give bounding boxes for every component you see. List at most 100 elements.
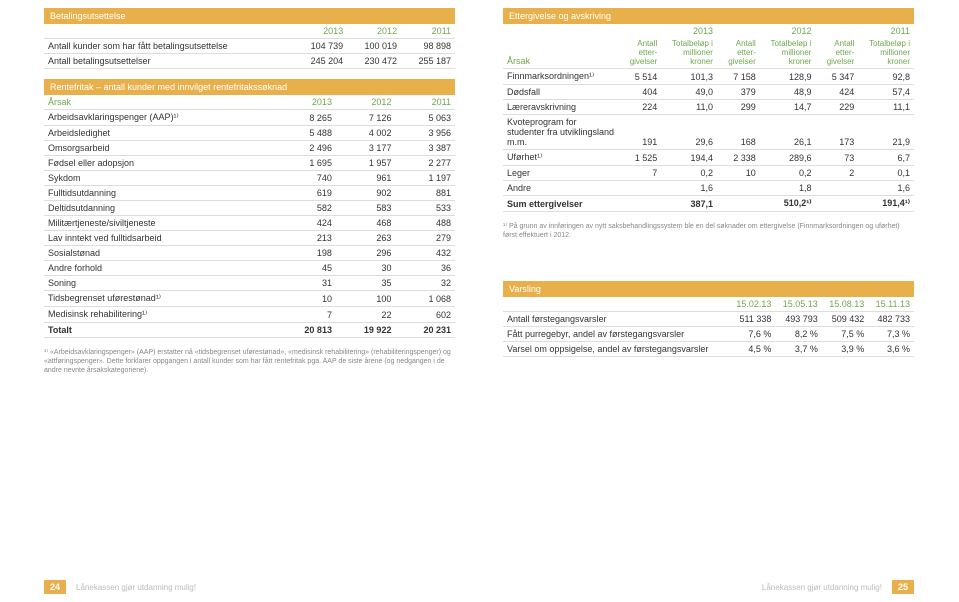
sec1-table: 2013 2012 2011 Antall kunder som har fåt… (44, 24, 455, 69)
row-value: 7,6 % (729, 326, 775, 341)
row-value: 57,4 (858, 85, 914, 100)
year-col: 2013 (293, 24, 347, 39)
row-value: 35 (336, 276, 396, 291)
sec2-footnote: ¹⁾ «Arbeidsavklaringspenger» (AAP) ersta… (44, 348, 455, 375)
row-value: 509 432 (822, 311, 868, 326)
row-label: Varsel om oppsigelse, andel av førstegan… (503, 341, 729, 356)
table-row: Dødsfall40449,037948,942457,4 (503, 85, 914, 100)
row-value: 26,1 (760, 115, 816, 150)
row-value: 1 068 (395, 291, 455, 307)
row-value: 740 (276, 171, 336, 186)
row-value: 128,9 (760, 69, 816, 85)
row-value: 289,6 (760, 150, 816, 166)
row-value: 92,8 (858, 69, 914, 85)
row-value: 511 338 (729, 311, 775, 326)
row-value: 4 002 (336, 126, 396, 141)
row-value: 3,7 % (775, 341, 821, 356)
row-label: Fått purregebyr, andel av førstegangsvar… (503, 326, 729, 341)
row-value: 299 (717, 100, 760, 115)
table-row: Militærtjeneste/siviltjeneste424468488 (44, 216, 455, 231)
table-row: Lav inntekt ved fulltidsarbeid213263279 (44, 231, 455, 246)
table-row: Tidsbegrenset uførestønad¹⁾101001 068 (44, 291, 455, 307)
row-value: 45 (276, 261, 336, 276)
row-value: 5 063 (395, 110, 455, 126)
footer-left: 24 Lånekassen gjør utdanning mulig! (44, 560, 455, 594)
row-label: Finnmarksordningen¹⁾ (503, 69, 618, 85)
sec2-table: Årsak 2013 2012 2011 Arbeidsavklaringspe… (44, 95, 455, 338)
row-label: Arbeidsledighet (44, 126, 276, 141)
table-row-total: Totalt 20 813 19 922 20 231 (44, 323, 455, 338)
row-value: 424 (276, 216, 336, 231)
row-value: 7 (276, 307, 336, 323)
row-value: 31 (276, 276, 336, 291)
table-row: Årsak Antall etter-givelser Totalbeløp i… (503, 38, 914, 69)
rsec1-table: 2013 2012 2011 Årsak Antall etter-givels… (503, 24, 914, 212)
row-value: 1 197 (395, 171, 455, 186)
row-value: 432 (395, 246, 455, 261)
row-label: Tidsbegrenset uførestønad¹⁾ (44, 291, 276, 307)
row-value: 36 (395, 261, 455, 276)
row-value: 482 733 (868, 311, 914, 326)
row-value: 11,1 (858, 100, 914, 115)
row-value: 404 (618, 85, 661, 100)
row-label: Militærtjeneste/siviltjeneste (44, 216, 276, 231)
row-value: 263 (336, 231, 396, 246)
table-row: Sykdom7409611 197 (44, 171, 455, 186)
row-label: Uførhet¹⁾ (503, 150, 618, 166)
row-label: Antall førstegangsvarsler (503, 311, 729, 326)
row-value (717, 181, 760, 196)
row-value: 279 (395, 231, 455, 246)
table-row: Årsak 2013 2012 2011 (44, 95, 455, 110)
table-row: Arbeidsavklaringspenger (AAP)¹⁾8 2657 12… (44, 110, 455, 126)
row-value: 30 (336, 261, 396, 276)
table-row-total: Sum ettergivelser 387,1 510,2¹⁾ 191,4¹⁾ (503, 196, 914, 212)
footer-slogan: Lånekassen gjør utdanning mulig! (762, 583, 882, 592)
row-label: Kvoteprogram for studenter fra utvikling… (503, 115, 618, 150)
footer-right: Lånekassen gjør utdanning mulig! 25 (503, 560, 914, 594)
row-value: 168 (717, 115, 760, 150)
right-content: Ettergivelse og avskriving 2013 2012 201… (503, 8, 914, 560)
row-value: 8,2 % (775, 326, 821, 341)
row-value: 224 (618, 100, 661, 115)
row-value: 7 126 (336, 110, 396, 126)
row-label: Andre forhold (44, 261, 276, 276)
row-label: Læreravskrivning (503, 100, 618, 115)
table-row: Antall kunder som har fått betalingsutse… (44, 39, 455, 54)
rsec2-table: 15.02.13 15.05.13 15.08.13 15.11.13 Anta… (503, 297, 914, 357)
row-label: Omsorgsarbeid (44, 141, 276, 156)
table-row: Andre1,61,81,6 (503, 181, 914, 196)
row-label: Sykdom (44, 171, 276, 186)
row-value: 2 496 (276, 141, 336, 156)
table-row: 2013 2012 2011 (44, 24, 455, 39)
row-value: 11,0 (661, 100, 717, 115)
row-value: 3,9 % (822, 341, 868, 356)
row-label: Deltidsutdanning (44, 201, 276, 216)
row-value: 468 (336, 216, 396, 231)
row-label: Leger (503, 166, 618, 181)
row-value: 191 (618, 115, 661, 150)
row-value: 1,6 (661, 181, 717, 196)
row-value: 10 (276, 291, 336, 307)
row-value: 7 158 (717, 69, 760, 85)
row-label: Fulltidsutdanning (44, 186, 276, 201)
row-label: Medisinsk rehabilitering¹⁾ (44, 307, 276, 323)
table-row: Varsel om oppsigelse, andel av førstegan… (503, 341, 914, 356)
footer-slogan: Lånekassen gjør utdanning mulig! (76, 583, 196, 592)
row-value: 424 (815, 85, 858, 100)
row-value: 0,2 (661, 166, 717, 181)
row-value: 961 (336, 171, 396, 186)
row-value: 14,7 (760, 100, 816, 115)
row-value: 881 (395, 186, 455, 201)
row-value: 3 956 (395, 126, 455, 141)
table-row: Fulltidsutdanning619902881 (44, 186, 455, 201)
row-value: 3,6 % (868, 341, 914, 356)
row-value: 6,7 (858, 150, 914, 166)
row-value: 2 338 (717, 150, 760, 166)
left-page: Betalingsutsettelse 2013 2012 2011 Antal… (0, 0, 479, 602)
table-row: Omsorgsarbeid2 4963 1773 387 (44, 141, 455, 156)
row-value: 583 (336, 201, 396, 216)
row-value: 1 525 (618, 150, 661, 166)
row-value: 10 (717, 166, 760, 181)
table-row: 15.02.13 15.05.13 15.08.13 15.11.13 (503, 297, 914, 312)
row-value: 1,8 (760, 181, 816, 196)
